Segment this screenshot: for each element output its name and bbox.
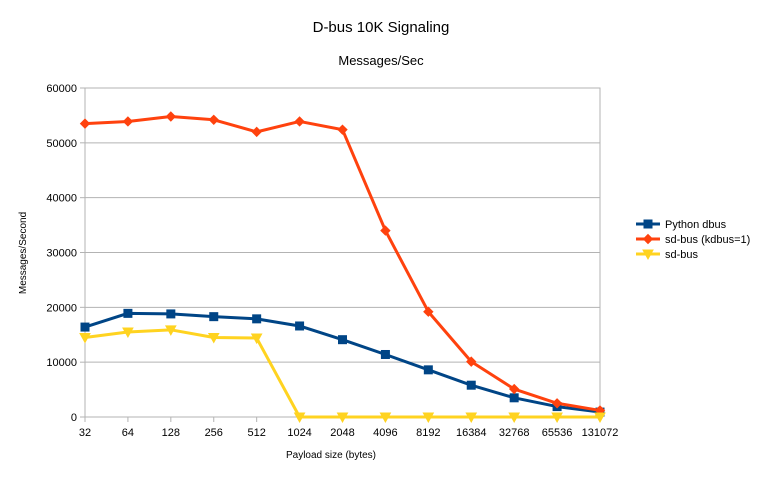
data-point (466, 356, 477, 367)
legend-label: sd-bus (kdbus=1) (665, 234, 750, 246)
data-point (508, 383, 520, 395)
data-point (79, 118, 91, 129)
y-tick-label: 60000 (46, 83, 77, 95)
legend-marker (643, 219, 653, 229)
data-point (252, 314, 262, 324)
legend-label: Python dbus (665, 219, 727, 231)
data-point (380, 349, 390, 359)
data-point (166, 309, 176, 319)
data-point (423, 365, 433, 375)
data-point (80, 322, 90, 332)
data-point (423, 306, 434, 317)
series-group (79, 111, 606, 424)
legend-item: Python dbus (636, 219, 727, 231)
x-tick-label: 16384 (456, 427, 487, 439)
x-tick-label: 131072 (582, 427, 619, 439)
data-point (294, 116, 305, 127)
legend: Python dbus sd-bus (kdbus=1) sd-bus (636, 219, 750, 261)
series-sd-bus (79, 325, 606, 424)
data-point (594, 412, 606, 424)
chart-subtitle: Messages/Sec (338, 53, 424, 68)
data-point (123, 308, 133, 318)
y-axis-ticks: 0 10000 20000 30000 40000 50000 60000 (46, 83, 85, 424)
x-tick-label: 256 (205, 427, 223, 439)
y-tick-label: 40000 (46, 193, 77, 205)
data-point (208, 114, 219, 126)
data-point (122, 327, 134, 339)
data-point (422, 412, 435, 424)
legend-item: sd-bus (636, 249, 699, 261)
data-point (165, 111, 177, 122)
chart-title: D-bus 10K Signaling (313, 19, 450, 36)
data-point (379, 412, 392, 424)
data-point (338, 335, 347, 345)
x-axis-label: Payload size (bytes) (286, 450, 376, 461)
y-axis-label: Messages/Second (18, 212, 29, 294)
y-tick-label: 10000 (46, 357, 77, 369)
data-point (551, 398, 563, 409)
x-tick-label: 8192 (416, 427, 440, 439)
series-sd-bus-kdbus-1 (79, 111, 606, 416)
legend-item: sd-bus (kdbus=1) (636, 233, 750, 246)
y-tick-label: 50000 (46, 138, 77, 150)
data-point (295, 321, 305, 331)
data-point (337, 124, 348, 135)
data-point (122, 116, 134, 127)
x-tick-label: 2048 (330, 427, 354, 439)
data-point (466, 380, 476, 390)
series-python-dbus (80, 308, 605, 417)
data-point (293, 412, 306, 424)
data-point (336, 412, 349, 424)
data-point (551, 412, 563, 424)
x-tick-label: 64 (122, 427, 134, 439)
data-point (250, 333, 263, 345)
x-tick-label: 32 (79, 427, 91, 439)
legend-label: sd-bus (665, 249, 699, 261)
data-point (508, 412, 521, 424)
data-point (79, 332, 91, 344)
y-tick-label: 0 (71, 412, 77, 424)
y-tick-label: 20000 (46, 302, 77, 314)
x-tick-label: 512 (247, 427, 265, 439)
x-tick-label: 32768 (499, 427, 530, 439)
data-point (164, 325, 177, 336)
x-tick-label: 4096 (373, 427, 397, 439)
data-point (251, 126, 262, 138)
data-point (465, 412, 478, 424)
data-point (207, 332, 220, 344)
data-point (380, 225, 391, 236)
legend-marker (642, 249, 654, 261)
series-line (84, 115, 601, 412)
data-point (509, 393, 519, 403)
x-tick-label: 1024 (287, 427, 311, 439)
legend-marker (642, 233, 654, 245)
x-tick-label: 128 (162, 427, 180, 439)
series-line (84, 311, 601, 414)
y-tick-label: 30000 (46, 248, 77, 260)
grid (85, 87, 600, 418)
x-tick-label: 65536 (542, 427, 573, 439)
data-point (209, 312, 219, 322)
x-axis-ticks: 32 64 128 256 512 1024 2048 4096 8192 16384 32768 6… (79, 417, 618, 439)
